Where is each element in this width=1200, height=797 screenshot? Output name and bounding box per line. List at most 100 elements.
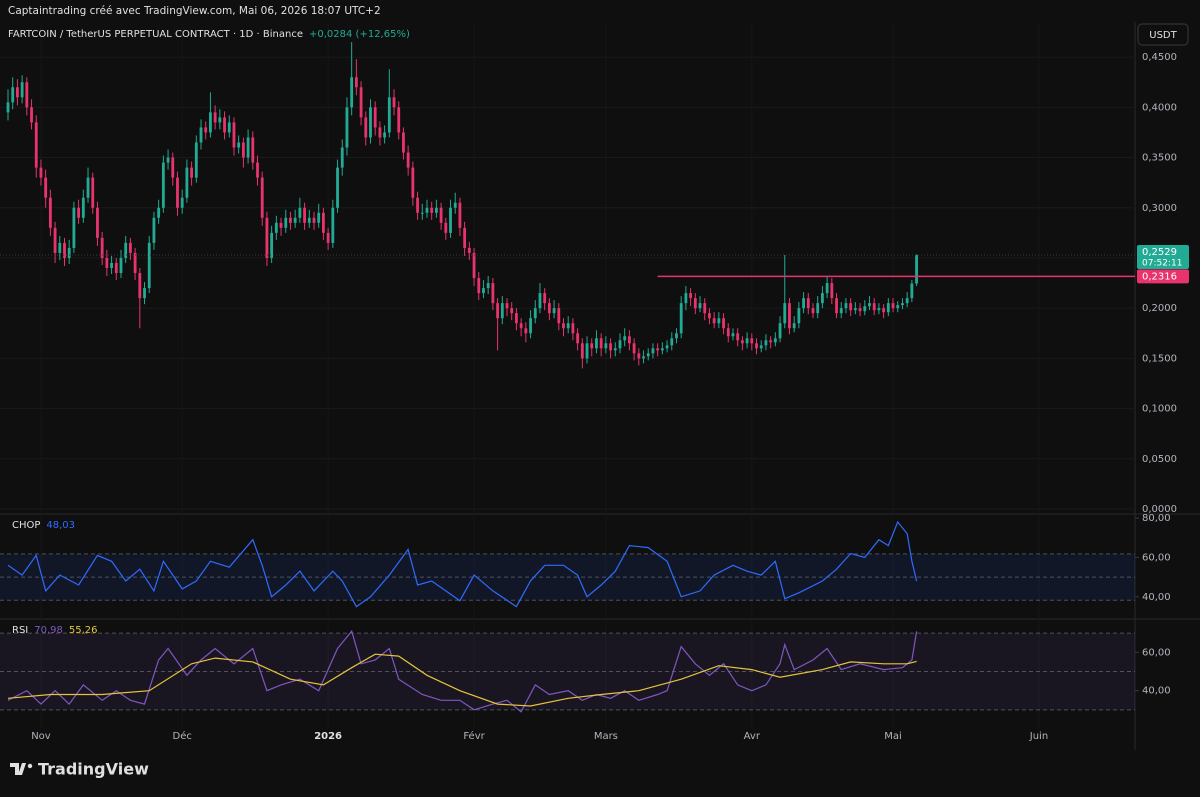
y-tick-label: 40,00 [1142,686,1171,697]
candle-body [63,242,66,258]
candle-body [91,177,95,208]
candle-body [223,117,226,133]
candle-body [797,308,801,324]
candle-body [199,127,203,143]
candle-body [449,207,452,233]
candle-body [872,303,876,311]
candle-body [402,132,405,153]
candle-body [256,162,259,178]
candle-body [152,217,156,243]
candle-body [562,323,565,329]
candle-body [740,340,744,344]
candle-body [279,222,283,228]
candle-body [496,303,500,319]
candle-body [340,147,344,168]
candle-body [863,306,867,312]
candle-body [378,127,382,138]
candle-body [533,308,537,319]
candle-body [759,345,763,349]
candle-body [331,207,335,243]
change-label: +0,0284 (+12,65%) [309,29,410,40]
candle-body [166,157,170,163]
y-tick-label: 60,00 [1142,647,1171,658]
candle-body [745,338,749,344]
candle-body [665,345,669,349]
indicator-legend: RSI 70,98 55,26 [12,625,98,636]
candle-body [660,348,664,351]
candle-body [792,323,796,329]
indicator-value: 48,03 [46,520,75,531]
candle-body [204,127,208,133]
candle-body [274,222,278,233]
candle-body [637,353,641,359]
candle-body [298,207,302,218]
candle-body [467,247,471,253]
candle-body [844,303,848,309]
candle-body [284,217,288,228]
candle-body [472,252,476,279]
candle-body [241,142,245,158]
candle-body [802,298,805,309]
candle-body [566,323,570,329]
y-tick-label: 0,3500 [1142,153,1177,164]
candle-body [270,232,274,258]
candle-body [849,303,853,311]
x-tick-label: Juin [1029,731,1048,742]
last-price-label: 0,2529 [1142,247,1177,258]
currency-box[interactable] [1137,23,1189,46]
candle-body [72,207,76,248]
candle-body [651,348,655,354]
candle-body [529,318,532,334]
candle-body [599,338,603,349]
candle-body [321,212,325,233]
candle-body [185,167,189,198]
candle-body [877,308,881,311]
candle-body [486,283,490,289]
candle-body [543,293,547,304]
candle-body [114,262,118,274]
candle-body [119,257,123,274]
candle-body [576,333,580,344]
candle-body [345,107,349,148]
candle-body [547,303,551,314]
candle-body [218,117,222,123]
candle-body [482,288,485,294]
candle-body [755,343,758,349]
candle-body [708,313,711,319]
candle-body [510,308,514,314]
candle-body [910,283,914,299]
candle-body [157,207,161,218]
candle-body [726,328,730,337]
candle-body [326,232,330,243]
tradingview-logo: TradingView [10,760,149,779]
candle-body [618,340,622,349]
candle-body [623,336,627,341]
candle-body [632,343,636,354]
countdown-label: 07:52:11 [1142,259,1182,269]
candle-body [773,338,777,343]
candle-body [430,207,434,213]
candle-body [901,303,904,306]
hline-price-box [1137,269,1189,284]
candle-body [500,303,504,319]
candle-body [434,207,438,213]
candle-body [383,132,387,138]
candle-body [110,262,113,268]
candle-body [453,202,457,208]
last-price-box [1137,245,1189,270]
candle-body [835,298,838,314]
candle-body [336,167,339,208]
candle-body [604,343,608,349]
candle-body [882,308,886,313]
candle-body [868,303,871,307]
candle-body [100,237,104,258]
candle-body [806,298,810,309]
candle-body [133,252,137,274]
y-tick-label: 0,0500 [1142,454,1177,465]
indicator-legend: CHOP 48,03 [12,520,75,531]
candle-body [260,177,264,218]
candle-body [387,97,391,133]
candle-body [703,303,707,314]
candle-body [769,340,773,343]
x-tick-label: Déc [173,730,192,742]
